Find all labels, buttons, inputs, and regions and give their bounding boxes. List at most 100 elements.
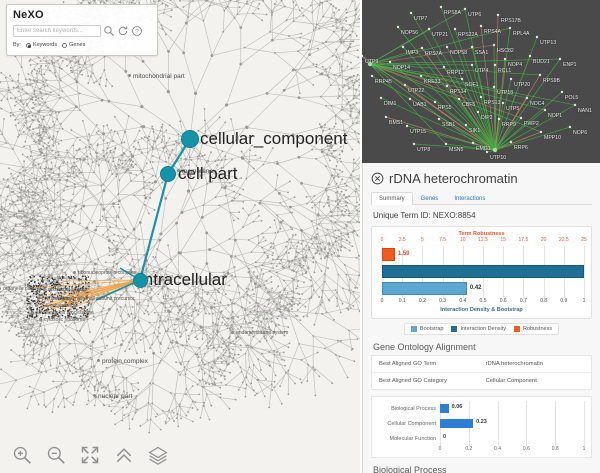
tab-genes[interactable]: Genes bbox=[420, 196, 439, 202]
tree-node-dot bbox=[231, 331, 234, 334]
chart-top-axis: 0 2.5 5 7.5 10 12.5 15 17.5 20 22.5 25 bbox=[378, 237, 587, 245]
search-icon[interactable] bbox=[103, 25, 115, 37]
app-brand: NeXO bbox=[13, 9, 44, 21]
go-bar-value: 0.06 bbox=[451, 404, 463, 410]
tree-node-dot bbox=[93, 394, 96, 397]
go-chart-axis: 0 0.2 0.4 0.6 0.8 1 bbox=[438, 446, 586, 454]
chart-gridline bbox=[526, 416, 528, 431]
chart-gridline bbox=[555, 431, 557, 446]
tree-hub-node[interactable] bbox=[132, 272, 148, 288]
chart-bar-robustness bbox=[382, 248, 395, 261]
chart-gridline bbox=[497, 431, 499, 446]
term-info-panel[interactable]: rDNA heterochromatin Summary Genes Inter… bbox=[362, 163, 600, 473]
chart-gridline bbox=[584, 401, 585, 416]
axis-tick-top: 12.5 bbox=[478, 237, 488, 243]
help-icon[interactable]: ? bbox=[131, 25, 143, 37]
collapse-icon[interactable] bbox=[114, 445, 134, 465]
fit-screen-icon[interactable] bbox=[80, 445, 100, 465]
go-axis-tick: 0.8 bbox=[551, 446, 559, 452]
chart-gridline bbox=[497, 416, 499, 431]
axis-tick-top: 22.5 bbox=[558, 237, 569, 243]
panel-tabs[interactable]: Summary Genes Interactions bbox=[371, 192, 592, 205]
search-panel[interactable]: NeXO ? By: Keywords Genes bbox=[6, 4, 158, 56]
go-value: Cellular Component bbox=[485, 378, 537, 384]
go-bar-label: Biological Process bbox=[391, 405, 436, 412]
radio-genes-label: Genes bbox=[69, 42, 86, 48]
go-axis-tick: 0.6 bbox=[522, 446, 530, 452]
chart-xlabel: Interaction Density & Bootstrap bbox=[440, 307, 523, 313]
legend-label-robustness: Robustness bbox=[523, 326, 553, 332]
view-toolbar[interactable] bbox=[0, 437, 360, 473]
go-bar-track: 0.06 bbox=[440, 401, 585, 416]
tree-node-dot bbox=[35, 304, 38, 307]
axis-tick-bottom: 0.3 bbox=[439, 298, 447, 304]
tree-hub-node[interactable] bbox=[160, 166, 176, 182]
chart-gridline bbox=[526, 431, 528, 446]
axis-tick-top: 25 bbox=[581, 237, 587, 243]
go-bar-label: Molecular Function bbox=[389, 435, 436, 442]
axis-tick-top: 2.5 bbox=[398, 237, 406, 243]
radio-keywords[interactable] bbox=[25, 42, 31, 48]
legend-swatch-robustness bbox=[514, 326, 521, 332]
tree-node-dot bbox=[97, 359, 100, 362]
ontology-tree-view[interactable]: cellular_component cell part intracellular… bbox=[0, 0, 360, 473]
go-axis-tick: 0.2 bbox=[465, 446, 473, 452]
tree-node-dot bbox=[39, 318, 42, 321]
chart-gridline bbox=[440, 431, 441, 446]
go-value: rDNA heterochromatin bbox=[485, 361, 543, 367]
chart-gridline bbox=[584, 416, 585, 431]
legend-item-interaction-density: Interaction Density bbox=[451, 326, 506, 332]
chart-gridline bbox=[584, 431, 585, 446]
axis-tick-bottom: 1 bbox=[582, 298, 586, 304]
go-bar bbox=[440, 419, 474, 428]
go-bar bbox=[440, 404, 449, 413]
axis-tick-top: 7.5 bbox=[439, 237, 447, 243]
page-title: rDNA heterochromatin bbox=[389, 171, 518, 186]
axis-tick-bottom: 0.5 bbox=[479, 298, 487, 304]
robustness-chart-card: Term Robustness 0 2.5 5 7.5 10 12.5 15 17.5 20 22… bbox=[371, 226, 592, 319]
chart-bar-bootstrap bbox=[382, 282, 467, 295]
tree-node-dot bbox=[37, 297, 40, 300]
axis-tick-top: 15 bbox=[500, 237, 506, 243]
axis-tick-bottom: 0.4 bbox=[459, 298, 467, 304]
go-bar-value: 0 bbox=[443, 434, 447, 440]
tree-hub-node[interactable] bbox=[181, 130, 199, 148]
tree-node-dot bbox=[128, 74, 131, 77]
term-id-text: Unique Term ID: NEXO:8854 bbox=[373, 211, 476, 220]
layers-icon[interactable] bbox=[148, 445, 168, 465]
reset-icon[interactable] bbox=[117, 25, 129, 37]
zoom-out-icon[interactable] bbox=[46, 445, 66, 465]
radio-genes[interactable] bbox=[62, 42, 68, 48]
go-bar-track: 0.23 bbox=[440, 416, 585, 431]
chart-title-robustness: Term Robustness bbox=[458, 231, 505, 237]
table-row: Best Aligned GO Category Cellular Compon… bbox=[372, 373, 591, 389]
tab-summary[interactable]: Summary bbox=[371, 192, 413, 205]
go-bar-track: 0 bbox=[440, 431, 585, 446]
go-category-chart: Biological Process 0.06 Cellular Component… bbox=[371, 396, 592, 458]
close-icon[interactable] bbox=[371, 172, 384, 185]
tree-node-dot bbox=[0, 287, 1, 290]
go-key: Best Aligned GO Term bbox=[379, 361, 437, 367]
axis-tick-top: 17.5 bbox=[518, 237, 529, 243]
search-by-row[interactable]: By: Keywords Genes bbox=[13, 42, 151, 48]
tree-node-dot bbox=[73, 271, 76, 274]
chart-gridline bbox=[584, 246, 585, 298]
zoom-in-icon[interactable] bbox=[12, 445, 32, 465]
chart-gridline bbox=[555, 416, 557, 431]
search-input[interactable] bbox=[13, 25, 101, 37]
go-axis-tick: 0 bbox=[438, 446, 442, 452]
go-bar-label: Cellular Component bbox=[387, 420, 436, 427]
axis-tick-bottom: 0.7 bbox=[519, 298, 527, 304]
legend-label-bootstrap: Bootstrap bbox=[419, 326, 444, 332]
gene-interaction-network[interactable]: UTP9 UTP7 RPS8A UTP6 RPS17B NOP56 UTP21 RPS22A R… bbox=[362, 0, 600, 163]
legend-swatch-bootstrap bbox=[410, 326, 417, 332]
chart-gridline bbox=[468, 431, 470, 446]
tab-interactions[interactable]: Interactions bbox=[454, 196, 486, 202]
axis-tick-top: 20 bbox=[540, 237, 547, 243]
biological-process-heading: Biological Process bbox=[373, 465, 447, 473]
chart-plot-area: 1.59 0.42 bbox=[378, 246, 585, 298]
go-bar-row: Cellular Component 0.23 bbox=[378, 416, 585, 431]
chart-bar-value: 0.42 bbox=[469, 285, 482, 291]
ontology-tree-canvas bbox=[0, 0, 360, 434]
chart-gridline bbox=[468, 401, 470, 416]
